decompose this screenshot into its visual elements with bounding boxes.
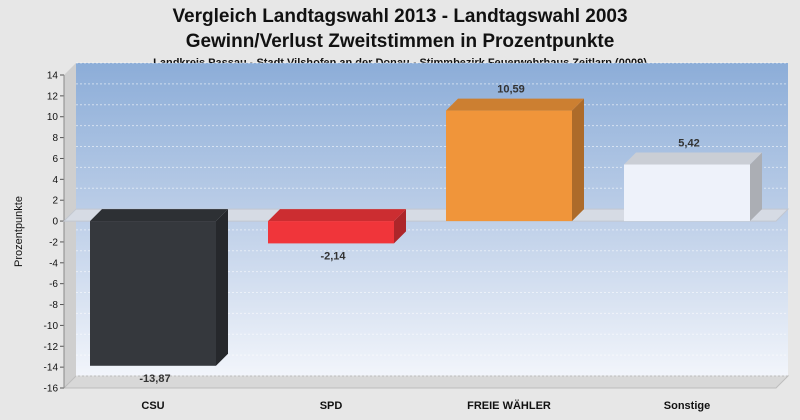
- bar-spd: -2,14: [268, 209, 406, 262]
- category-label: FREIE WÄHLER: [467, 399, 551, 412]
- bar-top: [446, 98, 584, 111]
- bar-front: [90, 221, 216, 366]
- bar-side: [216, 209, 228, 366]
- y-axis-label: Prozentpunkte: [13, 196, 25, 267]
- bar-sonstige: 5,42: [624, 138, 762, 222]
- bar-front: [268, 221, 394, 244]
- bar-front: [624, 164, 750, 222]
- y-tick-label: 8: [52, 133, 58, 144]
- category-label: SPD: [320, 400, 343, 412]
- bar-front: [446, 110, 572, 222]
- y-tick-label: 6: [52, 154, 58, 165]
- value-label: 5,42: [678, 138, 699, 150]
- category-label: CSU: [141, 400, 164, 412]
- y-tick-label: -12: [44, 342, 59, 353]
- bar-freie-w-hler: 10,59: [446, 84, 584, 222]
- y-tick-label: -14: [44, 363, 59, 374]
- bar-top: [90, 209, 228, 222]
- value-label: -13,87: [139, 373, 170, 385]
- bar-top: [268, 209, 406, 222]
- y-tick-label: 12: [47, 91, 59, 102]
- bar-top: [624, 152, 762, 165]
- y-tick-label: 2: [52, 196, 58, 207]
- value-label: 10,59: [497, 84, 525, 96]
- value-label: -2,14: [320, 250, 346, 262]
- y-tick-label: 14: [47, 71, 59, 82]
- plot-side-wall: [64, 63, 76, 388]
- y-tick-label: -16: [44, 384, 59, 395]
- y-tick-label: -2: [49, 237, 58, 248]
- y-tick-label: 10: [47, 112, 59, 123]
- y-tick-label: 4: [52, 175, 58, 186]
- bar-side: [394, 209, 406, 244]
- y-tick-label: -8: [49, 300, 58, 311]
- y-tick-label: -6: [49, 279, 58, 290]
- bar-csu: -13,87: [90, 209, 228, 385]
- y-tick-label: 0: [52, 217, 58, 228]
- bar-side: [572, 98, 584, 222]
- chart-subtitle: Gewinn/Verlust Zweitstimmen in Prozentpu…: [185, 31, 615, 52]
- category-label: Sonstige: [664, 400, 710, 412]
- plot-floor: [62, 375, 790, 389]
- y-tick-label: -4: [49, 258, 58, 269]
- chart-title: Vergleich Landtagswahl 2013 - Landtagswa…: [172, 6, 628, 27]
- y-tick-label: -10: [44, 321, 59, 332]
- bar-side: [750, 152, 762, 222]
